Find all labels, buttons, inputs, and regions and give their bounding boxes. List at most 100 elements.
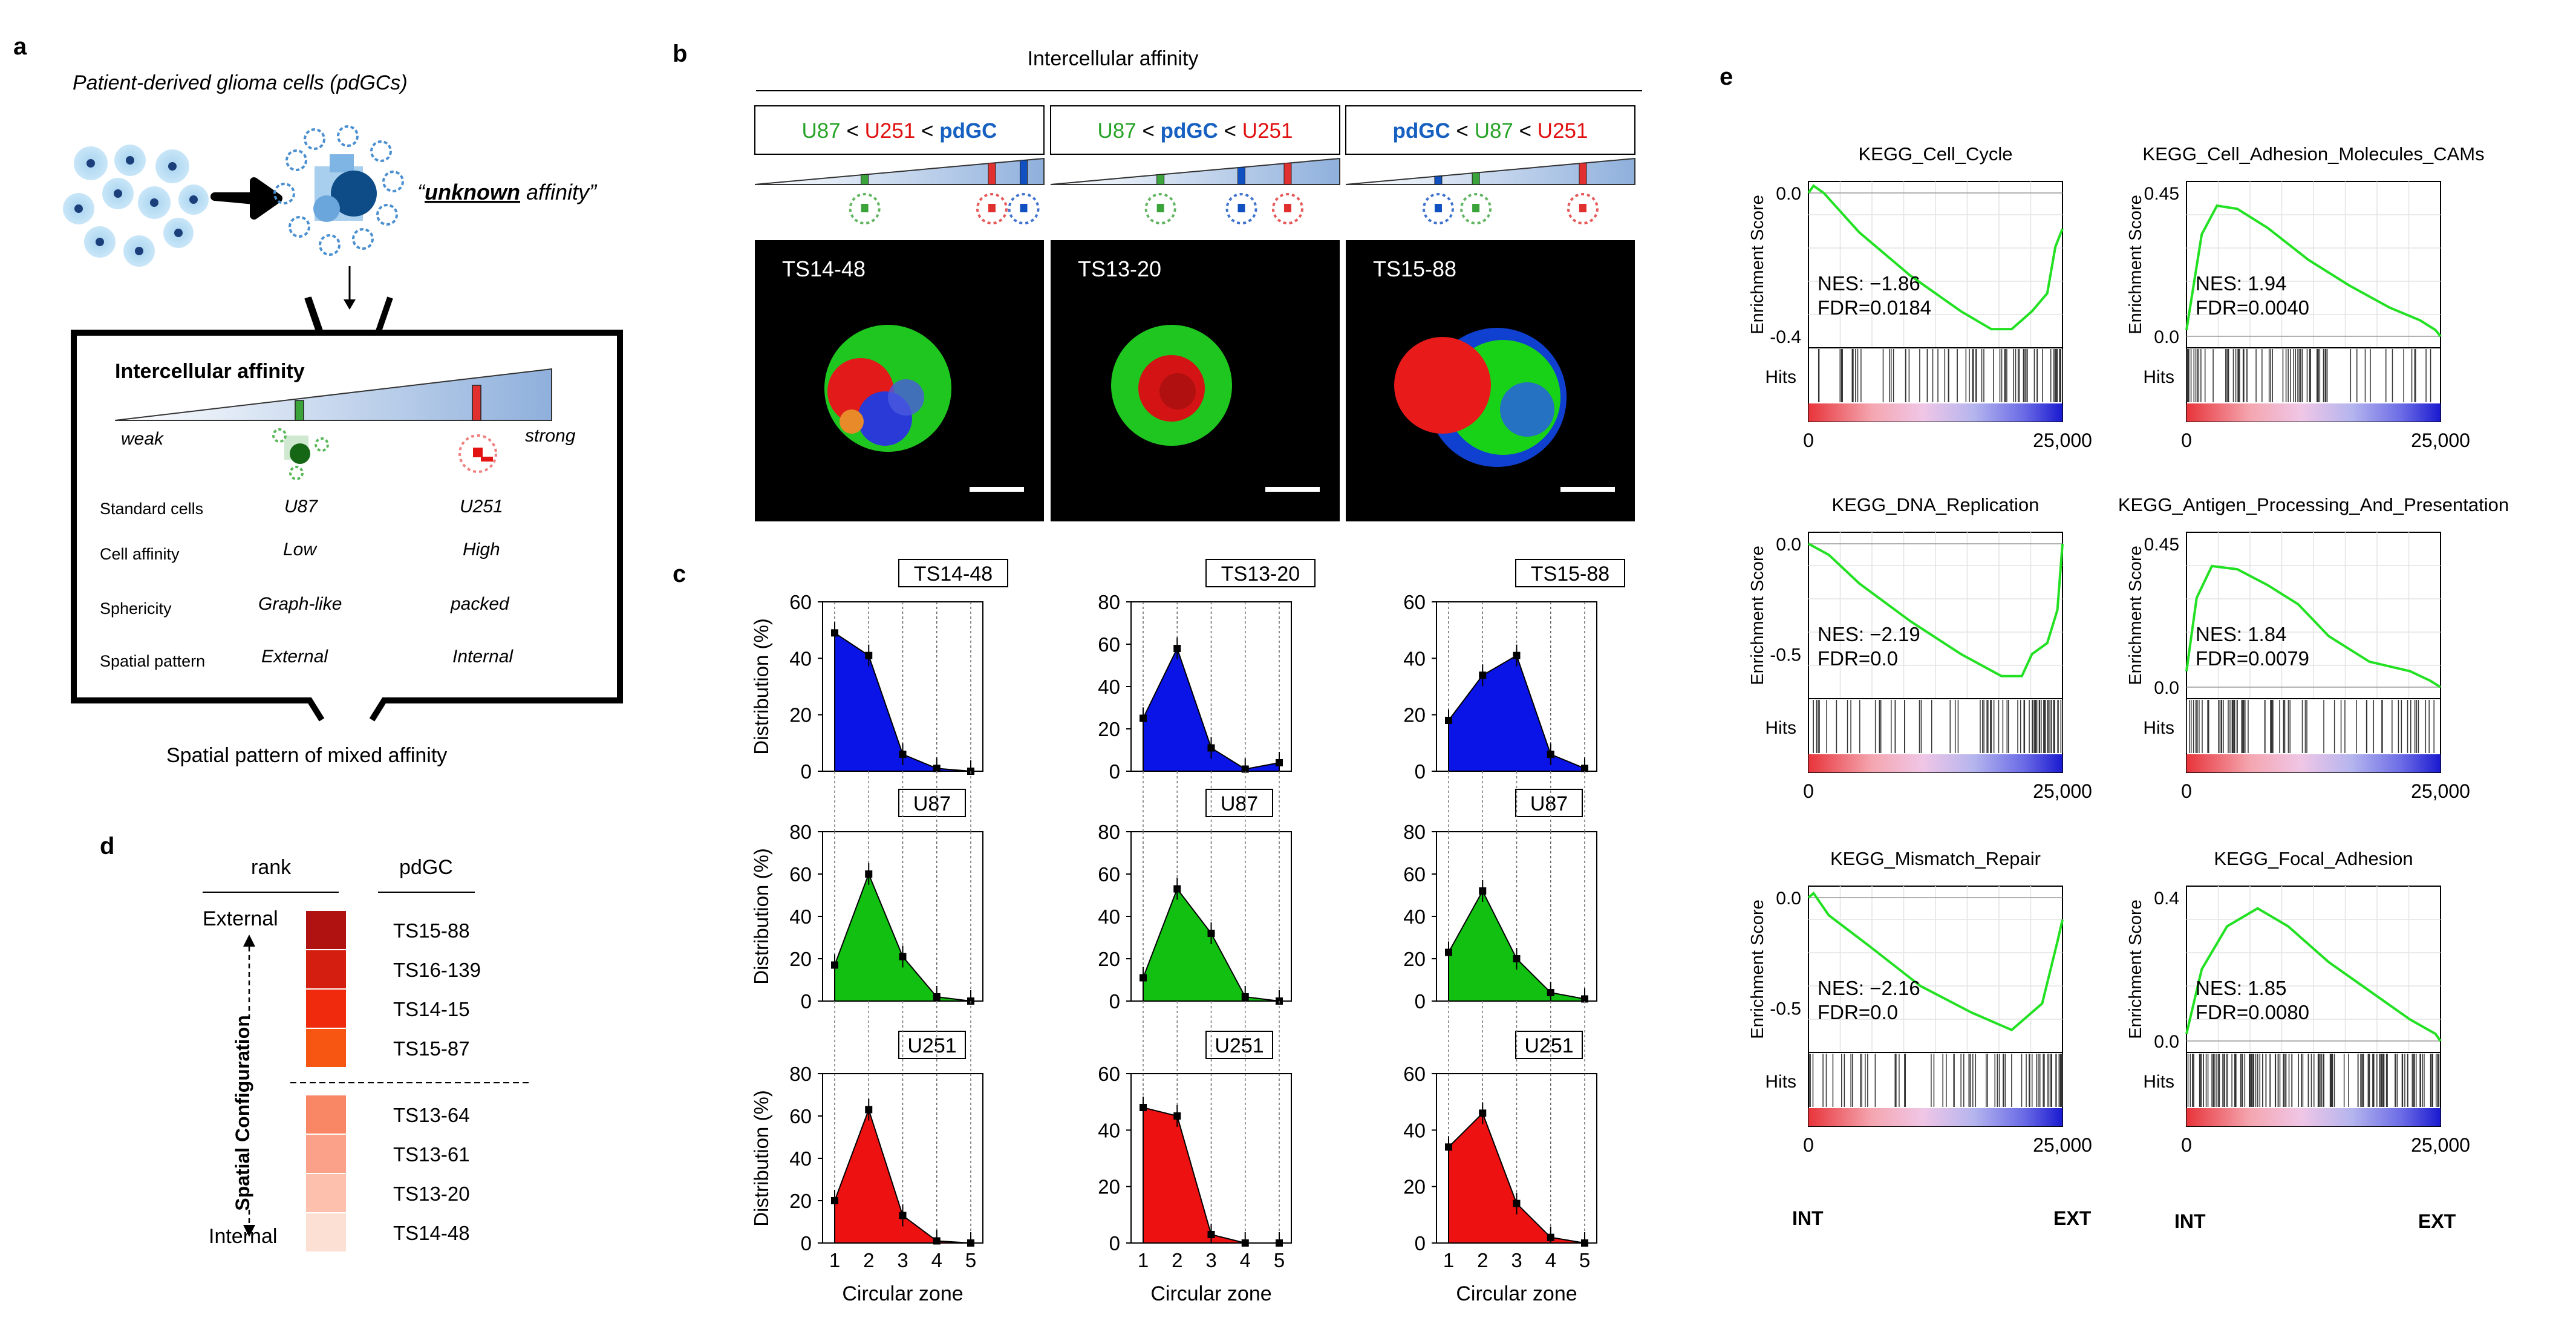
panel-label-d: d <box>100 833 114 860</box>
y-tick-label: 80 <box>789 821 812 843</box>
sample-label: TS14-48 <box>782 256 866 281</box>
x-tick-label: 1 <box>1138 1249 1149 1271</box>
y-tick-label: 0 <box>1415 990 1426 1013</box>
unknown-word: unknown <box>425 180 520 204</box>
series-label: U251 <box>1215 1034 1264 1057</box>
scattered-cells-icon <box>63 145 209 267</box>
y-tick-label: 0 <box>801 990 812 1013</box>
y-tick-label: 40 <box>1403 647 1426 670</box>
y-tick-label: 0 <box>1415 760 1426 783</box>
rank-cell <box>305 1028 347 1068</box>
y-tick-label: 60 <box>789 863 812 886</box>
affinity-order-part: < <box>915 119 939 143</box>
y-tick-label: 60 <box>1098 863 1120 886</box>
y-tick-label: 80 <box>1098 591 1120 613</box>
cell-cluster-core <box>1579 204 1586 212</box>
row-affinity-u87: Low <box>283 540 318 560</box>
row-affinity-u251: High <box>463 540 500 560</box>
enrichment-curve <box>2185 204 2442 338</box>
pdgc-name: TS13-20 <box>393 1183 470 1205</box>
y-tick-label: 0.0 <box>2154 1032 2179 1052</box>
fdr-label: FDR=0.0 <box>1818 1001 1898 1023</box>
x-tick-label: 1 <box>829 1249 840 1271</box>
x-tick-label: 3 <box>897 1249 908 1271</box>
y-tick-label: 40 <box>789 905 812 928</box>
rank-color-bar <box>1808 1108 2062 1126</box>
gsea-title: KEGG_Antigen_Processing_And_Presentation <box>2118 494 2509 515</box>
pdgc-name: TS13-64 <box>393 1104 470 1126</box>
cell-cluster-icon <box>1144 193 1176 224</box>
x-tick-label: 5 <box>1579 1249 1590 1271</box>
ext-label-left: EXT <box>2053 1207 2092 1229</box>
affinity-marker <box>988 163 996 185</box>
x-tick-label: 0 <box>1803 429 1814 451</box>
y-tick-label: -0.5 <box>1770 999 1801 1019</box>
y-tick-label: 20 <box>1403 948 1426 970</box>
ext-label-right: EXT <box>2418 1210 2456 1232</box>
gsea-title: KEGG_Cell_Adhesion_Molecules_CAMs <box>2142 143 2484 165</box>
cell-cluster-icon <box>976 193 1008 224</box>
row-standard-u87: U87 <box>284 497 318 517</box>
affinity-order-part: U87 <box>1475 119 1513 143</box>
panel-label-b: b <box>673 41 687 67</box>
x-tick-label: 4 <box>1545 1249 1556 1271</box>
y-tick-label: 20 <box>1403 704 1426 726</box>
y-tick-label: 0 <box>1109 760 1120 783</box>
y-tick-label: 40 <box>789 647 812 670</box>
series-label-box <box>1205 559 1316 587</box>
y-tick-label: 60 <box>1403 863 1426 886</box>
affinity-order-part: < <box>1450 119 1475 143</box>
cell-cluster-icon <box>1460 193 1492 224</box>
series-label-box <box>898 789 966 817</box>
fdr-label: FDR=0.0184 <box>1818 296 1931 319</box>
cell-cluster-core <box>1434 204 1442 212</box>
x-tick-label: 4 <box>931 1249 942 1271</box>
clustered-cells-icon <box>273 125 404 256</box>
rank-cell <box>305 1173 347 1213</box>
x-tick-label: 25,000 <box>2033 780 2092 802</box>
affinity-order-part: pdGC <box>1393 119 1450 143</box>
affinity-marker <box>1020 160 1028 185</box>
affinity-order-text: pdGC < U87 < U251 <box>1393 119 1588 143</box>
nes-label: NES: 1.85 <box>2196 977 2286 999</box>
x-tick-label: 25,000 <box>2033 1134 2092 1156</box>
u251-marker <box>472 385 481 421</box>
cell-cluster-icon <box>1271 193 1303 224</box>
y-tick-label: 20 <box>1403 1176 1426 1198</box>
row-sphericity-u87: Graph-like <box>258 594 342 614</box>
pdgc-name: TS14-48 <box>393 1222 470 1244</box>
affinity-marker <box>861 174 869 185</box>
y-tick-label: 60 <box>1098 633 1120 656</box>
x-tick-label: 3 <box>1511 1249 1522 1271</box>
hits-label: Hits <box>2143 1072 2174 1092</box>
panel-b-columns: U87 < U251 < pdGC TS14-48 U87 < pdGC < U25… <box>754 105 1635 521</box>
cluster-red <box>1394 337 1491 434</box>
cell-cluster-icon <box>1008 193 1040 224</box>
nes-label: NES: 1.94 <box>2196 272 2286 295</box>
area-series <box>834 872 971 1002</box>
hits-label: Hits <box>1765 367 1796 387</box>
panel-b: b Intercellular affinity U87 < U251 < pd… <box>673 41 1642 521</box>
y-tick-label: 0.0 <box>2154 678 2179 698</box>
x-tick-label: 0 <box>1803 780 1814 802</box>
cell-cluster-icon <box>1422 193 1454 224</box>
series-label: U87 <box>1530 792 1568 815</box>
y-tick-label: 20 <box>1098 948 1120 970</box>
rank-cell <box>305 1094 347 1135</box>
y-tick-label: 60 <box>789 591 812 613</box>
rank-cell <box>305 949 347 990</box>
x-axis-label: Circular zone <box>1456 1282 1577 1305</box>
series-label-box <box>898 1031 966 1059</box>
nes-label: NES: −1.86 <box>1818 272 1920 295</box>
down-arrow-icon <box>344 299 356 310</box>
enrichment-curve <box>1807 184 2064 331</box>
cell-cluster-core <box>1472 204 1480 212</box>
y-tick-label: 0 <box>801 760 812 783</box>
pdgc-name: TS16-139 <box>393 959 481 981</box>
y-tick-label: 40 <box>1098 676 1120 698</box>
row-spatial-u87: External <box>261 647 328 667</box>
unknown-open-quote: “ <box>417 180 426 204</box>
fdr-label: FDR=0.0 <box>1818 647 1898 670</box>
y-axis-label: Distribution (%) <box>750 1090 772 1227</box>
